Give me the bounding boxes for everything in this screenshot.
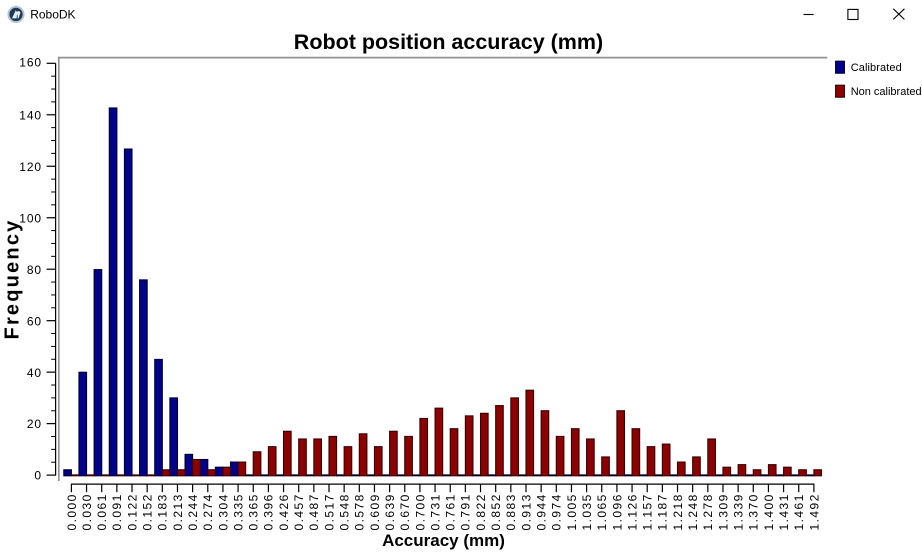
svg-text:0.396: 0.396 [262,493,276,530]
svg-text:0.670: 0.670 [398,493,412,530]
svg-text:1.218: 1.218 [671,493,685,530]
svg-text:1.248: 1.248 [686,493,700,530]
svg-text:140: 140 [19,108,42,122]
svg-text:1.492: 1.492 [807,493,821,530]
svg-text:60: 60 [27,314,42,328]
svg-text:0.213: 0.213 [171,493,185,530]
svg-text:0.030: 0.030 [80,493,94,530]
svg-text:0.822: 0.822 [474,493,488,530]
svg-text:1.339: 1.339 [731,493,745,530]
svg-text:RoboDK: RoboDK [30,8,75,22]
svg-text:0.609: 0.609 [368,493,382,530]
svg-text:0.761: 0.761 [444,493,458,530]
svg-text:0.487: 0.487 [307,493,321,530]
svg-text:20: 20 [27,417,42,431]
svg-text:0.091: 0.091 [110,493,124,530]
svg-text:100: 100 [19,211,42,225]
svg-text:0.152: 0.152 [141,493,155,530]
svg-text:0.304: 0.304 [216,493,230,530]
svg-text:0.944: 0.944 [534,493,548,530]
svg-text:Frequency: Frequency [1,219,23,340]
svg-text:0.974: 0.974 [550,493,564,530]
svg-text:0: 0 [34,469,42,483]
svg-text:0.365: 0.365 [247,493,261,530]
svg-text:1.096: 1.096 [610,493,624,530]
svg-text:0.578: 0.578 [353,493,367,530]
svg-text:Robot position accuracy (mm): Robot position accuracy (mm) [294,30,603,54]
svg-text:1.035: 1.035 [580,493,594,530]
svg-text:0.000: 0.000 [65,493,79,530]
svg-text:1.400: 1.400 [762,493,776,530]
svg-text:1.005: 1.005 [565,493,579,530]
svg-text:0.731: 0.731 [428,493,442,530]
svg-text:1.278: 1.278 [701,493,715,530]
svg-text:0.517: 0.517 [322,493,336,530]
svg-text:0.244: 0.244 [186,493,200,530]
svg-text:1.126: 1.126 [625,493,639,530]
svg-text:1.431: 1.431 [777,493,791,530]
svg-text:1.157: 1.157 [641,493,655,530]
svg-text:160: 160 [19,56,42,70]
svg-text:0.426: 0.426 [277,493,291,530]
svg-text:1.187: 1.187 [656,493,670,530]
svg-text:0.791: 0.791 [459,493,473,530]
svg-text:0.457: 0.457 [292,493,306,530]
svg-text:0.274: 0.274 [201,493,215,530]
svg-text:0.061: 0.061 [95,493,109,530]
svg-text:0.335: 0.335 [231,493,245,530]
svg-text:0.700: 0.700 [413,493,427,530]
svg-text:0.883: 0.883 [504,493,518,530]
svg-text:Accuracy (mm): Accuracy (mm) [382,531,505,550]
svg-text:1.309: 1.309 [716,493,730,530]
svg-text:0.183: 0.183 [156,493,170,530]
svg-text:0.852: 0.852 [489,493,503,530]
svg-text:80: 80 [27,263,42,277]
svg-text:Non calibrated: Non calibrated [851,86,922,98]
svg-text:0.639: 0.639 [383,493,397,530]
svg-text:0.548: 0.548 [338,493,352,530]
svg-text:40: 40 [27,366,42,380]
svg-text:1.065: 1.065 [595,493,609,530]
svg-text:120: 120 [19,160,42,174]
svg-text:Calibrated: Calibrated [851,62,902,74]
svg-text:0.122: 0.122 [125,493,139,530]
svg-text:1.461: 1.461 [792,493,806,530]
svg-text:1.370: 1.370 [747,493,761,530]
svg-text:0.913: 0.913 [519,493,533,530]
